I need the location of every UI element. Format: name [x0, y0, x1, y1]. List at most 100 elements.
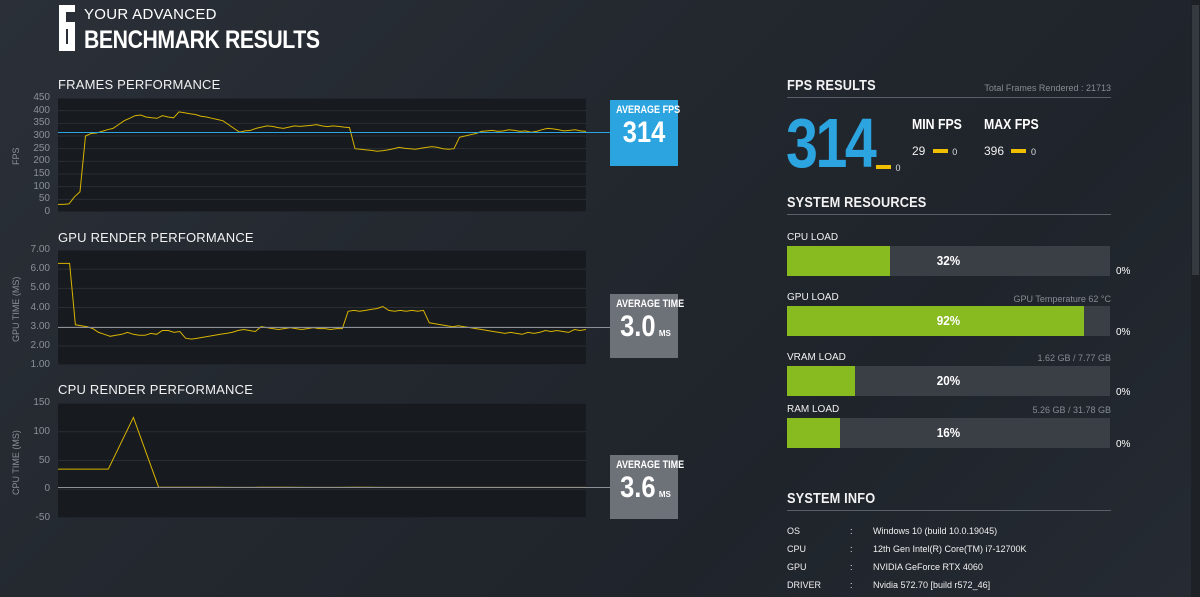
vram-load-right-value: 0%	[1116, 387, 1131, 398]
average-fps-box: AVERAGE FPS 314	[610, 100, 681, 166]
max-fps-row: 396 0	[984, 142, 1036, 160]
min-fps-value: 29	[912, 144, 926, 158]
vram-load-label: VRAM LOAD	[787, 352, 846, 363]
page-scrollbar[interactable]	[1191, 0, 1200, 597]
title-line-1: YOUR ADVANCED	[84, 6, 217, 23]
total-frames-rendered: Total Frames Rendered : 21713	[984, 83, 1111, 93]
max-fps-delta-value: 0	[1030, 147, 1036, 157]
ram-load-right-value: 0%	[1116, 439, 1131, 450]
cpu-load-label: CPU LOAD	[787, 232, 839, 243]
average-fps-label: AVERAGE FPS	[616, 104, 681, 116]
system-info-title: SYSTEM INFO	[787, 490, 876, 507]
min-fps-delta-value: 0	[952, 147, 958, 157]
rainbow-six-logo-icon	[59, 5, 75, 51]
info-gpu-separator: :	[850, 562, 853, 572]
y-tick-label: 50	[38, 193, 50, 205]
y-tick-label: 0	[44, 206, 50, 217]
cpu-load-bar-fill	[787, 246, 891, 276]
info-os-value: Windows 10 (build 10.0.19045)	[873, 526, 998, 536]
vram-usage: 1.62 GB / 7.77 GB	[1037, 353, 1111, 363]
system-resources-title: SYSTEM RESOURCES	[787, 194, 927, 211]
y-tick-label: 200	[33, 155, 50, 167]
fps-results-divider	[787, 97, 1111, 98]
ram-load-bar: 16%	[787, 418, 1110, 448]
vram-load-value: 20%	[936, 373, 961, 388]
min-fps-dash-icon	[932, 148, 948, 153]
series-line	[58, 416, 586, 488]
system-info-divider	[787, 510, 1111, 511]
info-cpu-separator: :	[850, 544, 853, 554]
ram-load-label: RAM LOAD	[787, 404, 840, 415]
gpu-chart-title: GPU RENDER PERFORMANCE	[58, 230, 254, 245]
max-fps-value: 396	[984, 144, 1005, 158]
gpu-chart	[58, 250, 586, 365]
y-tick-label: 2.00	[30, 339, 50, 351]
cpu-load-value: 32%	[936, 253, 961, 268]
y-tick-label: 3.00	[30, 320, 50, 332]
gpu-load-right-value: 0%	[1116, 327, 1131, 338]
info-driver-value: Nvidia 572.70 [build r572_46]	[873, 580, 991, 590]
avg-fps-dash-icon	[876, 164, 891, 169]
max-fps-label: MAX FPS	[984, 116, 1039, 133]
y-tick-label: 0	[44, 483, 50, 495]
gpu-load-label: GPU LOAD	[787, 292, 839, 303]
average-gpu-time-label: AVERAGE TIME	[616, 298, 685, 310]
average-fps-value: 314	[622, 116, 666, 149]
info-gpu-value: NVIDIA GeForce RTX 4060	[873, 562, 983, 572]
page-scrollbar-thumb[interactable]	[1192, 5, 1199, 275]
average-cpu-time-label: AVERAGE TIME	[616, 459, 685, 471]
cpu-load-bar: 32%	[787, 246, 1110, 276]
y-tick-label: -50	[35, 512, 50, 523]
average-cpu-time-value: 3.6	[620, 471, 656, 504]
avg-fps-delta: 0	[876, 158, 900, 176]
cpu-load-right-value: 0%	[1116, 266, 1131, 277]
y-tick-label: 150	[33, 168, 50, 179]
info-driver-separator: :	[850, 580, 853, 590]
max-fps-dash-icon	[1011, 148, 1027, 153]
y-tick-label: 450	[33, 92, 50, 103]
gpu-load-value: 92%	[936, 313, 961, 328]
average-gpu-time-unit: MS	[658, 329, 671, 338]
series-line	[58, 111, 586, 205]
info-gpu-key: GPU	[787, 562, 807, 572]
info-cpu-key: CPU	[787, 544, 807, 554]
y-tick-label: 100	[33, 425, 50, 437]
min-fps-label: MIN FPS	[912, 116, 962, 133]
vram-load-bar-fill	[787, 366, 855, 396]
average-gpu-time-value: 3.0	[620, 310, 656, 343]
y-tick-label: 400	[33, 104, 50, 116]
y-tick-label: 350	[33, 117, 50, 129]
info-os-separator: :	[850, 526, 853, 536]
y-tick-label: 100	[33, 180, 50, 192]
gpu-load-bar: 92%	[787, 306, 1110, 336]
y-tick-label: 5.00	[30, 282, 50, 294]
average-cpu-time-box: AVERAGE TIME 3.6 MS	[610, 455, 685, 519]
ram-load-bar-fill	[787, 418, 841, 448]
average-line	[58, 487, 610, 489]
y-tick-label: 250	[33, 142, 50, 154]
y-tick-label: 300	[33, 130, 50, 141]
frames-chart-title: FRAMES PERFORMANCE	[58, 77, 221, 92]
y-tick-label: 1.00	[30, 359, 50, 370]
y-tick-label: 6.00	[30, 263, 50, 275]
fps-results-title: FPS RESULTS	[787, 77, 876, 94]
gpu-load-bar-fill	[787, 306, 1085, 336]
info-driver-key: DRIVER	[787, 580, 822, 590]
average-line	[58, 132, 610, 134]
min-fps-row: 29 0	[912, 142, 957, 160]
series-line	[58, 262, 586, 340]
y-tick-label: 4.00	[30, 301, 50, 313]
cpu-chart-title: CPU RENDER PERFORMANCE	[58, 382, 254, 397]
info-os-key: OS	[787, 526, 801, 536]
y-tick-label: 150	[33, 397, 50, 408]
frames-chart	[58, 98, 586, 212]
ram-usage: 5.26 GB / 31.78 GB	[1032, 405, 1111, 415]
system-resources-divider	[787, 214, 1111, 215]
cpu-chart	[58, 403, 586, 518]
y-tick-label: 50	[38, 454, 50, 466]
avg-fps-delta-value: 0	[895, 163, 901, 173]
average-gpu-time-box: AVERAGE TIME 3.0 MS	[610, 294, 685, 358]
average-cpu-time-unit: MS	[658, 490, 671, 499]
average-line	[58, 326, 610, 328]
y-tick-label: 7.00	[30, 244, 50, 255]
